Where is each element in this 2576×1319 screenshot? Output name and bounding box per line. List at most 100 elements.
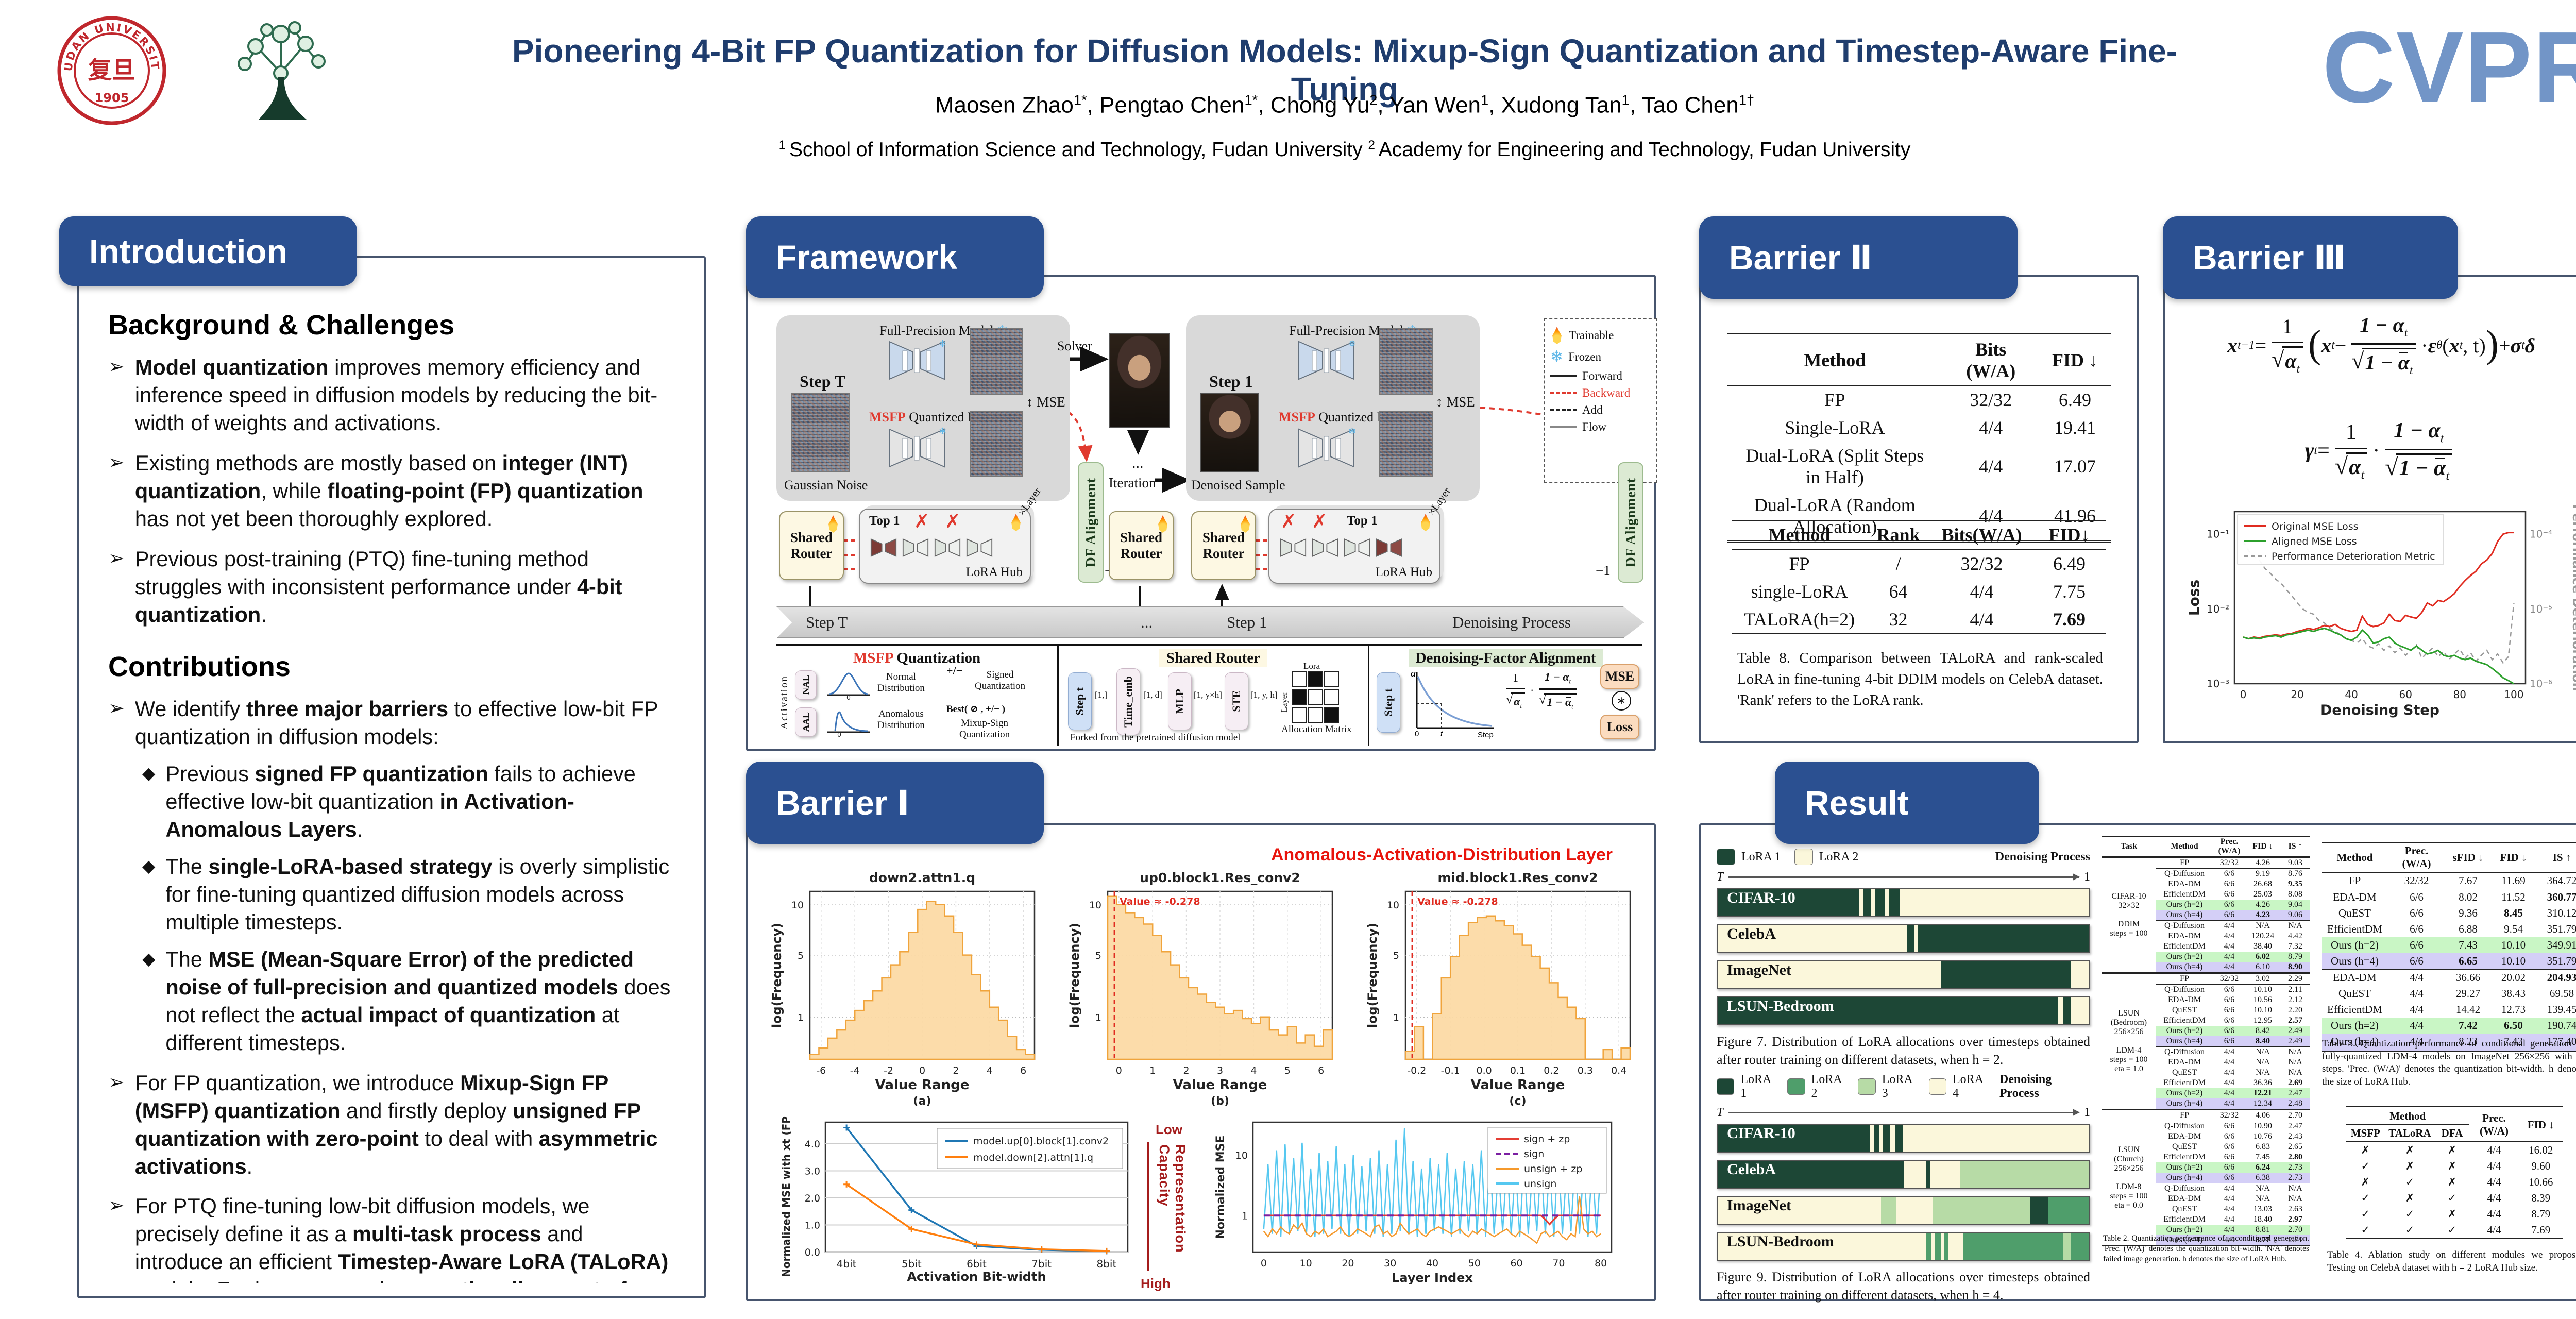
diamond-bullet-icon: ◆ bbox=[142, 764, 156, 783]
svg-text:70: 70 bbox=[1552, 1258, 1565, 1269]
time-emb-pill: Time_emb bbox=[1116, 668, 1140, 735]
svg-text:sign + zp: sign + zp bbox=[1524, 1134, 1570, 1145]
step-T-label: Step T bbox=[800, 372, 846, 391]
authors-line: Maosen Zhao1*, Pengtao Chen1*, Chong Yu2… bbox=[935, 92, 1755, 118]
shape-label: [1, y, h] bbox=[1250, 690, 1278, 700]
tab-introduction: Introduction bbox=[59, 216, 357, 286]
best-operator: Best( ⊘ , +/− ) bbox=[946, 704, 1006, 715]
svg-text:0: 0 bbox=[1116, 1065, 1122, 1076]
shape-label: [1, y×h] bbox=[1194, 690, 1222, 700]
svg-text:❄: ❄ bbox=[1348, 339, 1356, 349]
step-t-pill: Step t bbox=[1068, 672, 1092, 730]
svg-text:4: 4 bbox=[1250, 1065, 1257, 1076]
loss-box: Loss bbox=[1600, 715, 1639, 739]
svg-text:Activation Bit-width: Activation Bit-width bbox=[907, 1270, 1046, 1284]
allocation-bar: CIFAR-10 bbox=[1717, 888, 2090, 917]
denoising-axis: T 1 bbox=[1717, 1106, 2090, 1119]
svg-text:10⁻⁴: 10⁻⁴ bbox=[2530, 528, 2552, 540]
layer-mse-chart: 1 10 0 10 20 30 40 50 60 70 80 sign + zp sign unsign … bbox=[1214, 1121, 1613, 1285]
lora-strategy-table: Method Bits (W/A) FID ↓ FP 32/32 6.49 Single-L… bbox=[1727, 333, 2111, 543]
svg-text:Value Range: Value Range bbox=[1471, 1077, 1565, 1093]
svg-text:1: 1 bbox=[1095, 1012, 1101, 1024]
step-t-pill: Step t bbox=[1377, 672, 1400, 733]
figure-9: LoRA 1 LoRA 2 LoRA 3 LoRA 4 Denoising Proces… bbox=[1717, 1073, 2090, 1304]
figure9-caption: Figure 9. Distribution of LoRA allocatio… bbox=[1717, 1270, 2090, 1303]
lora-hub-left: Top 1 ✗ ✗ LoRA Hub ×Layer bbox=[859, 485, 1043, 584]
tab-result: Result bbox=[1775, 762, 2039, 844]
contribution-bullet: We identify three major barriers to effe… bbox=[134, 697, 658, 749]
svg-text:t: t bbox=[1440, 730, 1443, 738]
figure7-legend: LoRA 1 LoRA 2 Denoising Process bbox=[1717, 849, 2090, 865]
svg-text:3: 3 bbox=[1217, 1065, 1223, 1076]
flame-icon bbox=[1011, 514, 1021, 531]
svg-text:100: 100 bbox=[2504, 688, 2523, 701]
multiply-node: ∗ bbox=[1612, 691, 1631, 711]
aal-pill: AAL bbox=[795, 707, 817, 737]
quantized-model-icon: ❄ bbox=[1297, 426, 1356, 472]
df-alignment-left: DF Alignment bbox=[1078, 462, 1104, 583]
mixup-sign-label: Mixup-Sign Quantization bbox=[959, 718, 1010, 740]
quantized-output-noise bbox=[1379, 411, 1433, 477]
svg-text:model.down[2].attn[1].q: model.down[2].attn[1].q bbox=[973, 1152, 1093, 1163]
tree-logo bbox=[238, 21, 326, 120]
svg-text:log(Frequency): log(Frequency) bbox=[770, 923, 784, 1028]
forward-arrow-icon bbox=[1550, 375, 1577, 377]
table8-caption: Table 8. Comparison between TALoRA and r… bbox=[1737, 650, 2103, 709]
allocation-bar: LSUN-Bedroom bbox=[1717, 996, 2090, 1025]
mlp-pill: MLP bbox=[1168, 672, 1192, 730]
figure9-legend: LoRA 1 LoRA 2 LoRA 3 LoRA 4 Denoising Proces… bbox=[1717, 1073, 2090, 1101]
contribution-subbullet: The MSE (Mean-Square Error) of the predi… bbox=[165, 946, 671, 1055]
svg-text:Denoising Step: Denoising Step bbox=[2320, 702, 2439, 718]
table-2: Task Method Prec. (W/A) FID ↓ IS ↑ CIFAR-10 3… bbox=[2100, 835, 2312, 1247]
svg-text:1.0: 1.0 bbox=[805, 1220, 820, 1231]
affiliations-line: 1 School of Information Science and Tech… bbox=[778, 138, 1911, 161]
svg-text:复旦: 复旦 bbox=[88, 56, 135, 84]
svg-text:10: 10 bbox=[791, 900, 804, 911]
figure-7: LoRA 1 LoRA 2 Denoising Process T 1 CIFAR-… bbox=[1717, 849, 2090, 1069]
flame-icon bbox=[1421, 514, 1430, 531]
svg-text:unsign: unsign bbox=[1524, 1178, 1556, 1190]
bullet-icon: ➢ bbox=[108, 698, 125, 720]
svg-text:4bit: 4bit bbox=[837, 1258, 857, 1270]
figure7-bars: CIFAR-10 CelebA ImageNet LSUN-Bedroom bbox=[1717, 888, 2090, 1025]
iteration-dots: ... bbox=[1132, 454, 1144, 471]
svg-text:6bit: 6bit bbox=[967, 1258, 987, 1270]
shape-label: [1, d] bbox=[1143, 690, 1162, 700]
svg-text:10: 10 bbox=[1235, 1150, 1248, 1161]
svg-text:0.2: 0.2 bbox=[1544, 1065, 1559, 1076]
shared-router-box: Shared Router bbox=[779, 511, 844, 580]
svg-text:20: 20 bbox=[1342, 1258, 1354, 1269]
denoising-axis: T 1 bbox=[1717, 870, 2090, 884]
capacity-arrow bbox=[1147, 1142, 1149, 1271]
forked-note: Forked from the pretrained diffusion mod… bbox=[1070, 732, 1241, 743]
svg-text:Normalized MSE with xt (FP32): Normalized MSE with xt (FP32) bbox=[780, 1115, 792, 1277]
svg-text:1: 1 bbox=[1242, 1210, 1248, 1222]
svg-text:60: 60 bbox=[1510, 1258, 1522, 1269]
fp-output-noise bbox=[1379, 328, 1433, 395]
svg-text:mid.block1.Res_conv2: mid.block1.Res_conv2 bbox=[1437, 870, 1598, 885]
allocation-matrix bbox=[1292, 671, 1339, 723]
flame-icon bbox=[1552, 327, 1562, 344]
panel-barrier-3: x t−1 = 1 √ αt(x t − 1 − αt √ 1 − αt · ε θ(x t, … bbox=[2163, 275, 2576, 743]
contributions-heading: Contributions bbox=[108, 651, 291, 683]
svg-text:10⁻⁶: 10⁻⁶ bbox=[2530, 678, 2552, 690]
svg-text:0: 0 bbox=[837, 731, 841, 737]
generated-portrait-image bbox=[1109, 333, 1170, 428]
background-bullet: Model quantization improves memory effic… bbox=[134, 355, 658, 435]
representation-capacity-annotation: Low Representation Capacity High bbox=[1141, 1122, 1188, 1291]
framework-legend: Trainable ❄ Frozen Forward Backward Add F… bbox=[1544, 318, 1657, 483]
contribution-subbullet: The single-LoRA-based strategy is overly… bbox=[165, 854, 670, 934]
x-icon: ✗ bbox=[1312, 511, 1328, 532]
tab-barrier-2: Barrier Ⅱ bbox=[1699, 216, 2018, 299]
svg-text:sign: sign bbox=[1524, 1148, 1544, 1160]
svg-text:❄: ❄ bbox=[939, 426, 946, 436]
contribution-subbullet: Previous signed FP quantization fails to… bbox=[165, 762, 636, 842]
table-3: Method Prec. (W/A) sFID ↓ FID ↓ IS ↑ FP 32/32 7… bbox=[2317, 841, 2576, 1052]
svg-text:80: 80 bbox=[2453, 688, 2466, 701]
lora-axis-label: Lora bbox=[1303, 661, 1320, 671]
histogram-down2-attn1q: down2.attn1.q -6 -4 -2 0 2 4 6 1 5 10 Value Range (a… bbox=[770, 870, 1036, 1108]
signed-quantization-label: Signed Quantization bbox=[975, 669, 1026, 691]
svg-text:❄: ❄ bbox=[939, 339, 946, 349]
svg-text:model.up[0].block[1].conv2: model.up[0].block[1].conv2 bbox=[973, 1136, 1109, 1147]
svg-text:10⁻²: 10⁻² bbox=[2207, 603, 2229, 615]
